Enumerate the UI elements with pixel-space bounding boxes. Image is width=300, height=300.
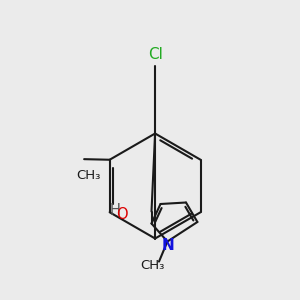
Text: CH₃: CH₃	[76, 169, 101, 182]
Text: N: N	[162, 238, 174, 253]
Text: O: O	[117, 207, 128, 222]
Text: Cl: Cl	[148, 46, 163, 62]
Text: CH₃: CH₃	[140, 259, 164, 272]
Text: H: H	[110, 203, 121, 218]
